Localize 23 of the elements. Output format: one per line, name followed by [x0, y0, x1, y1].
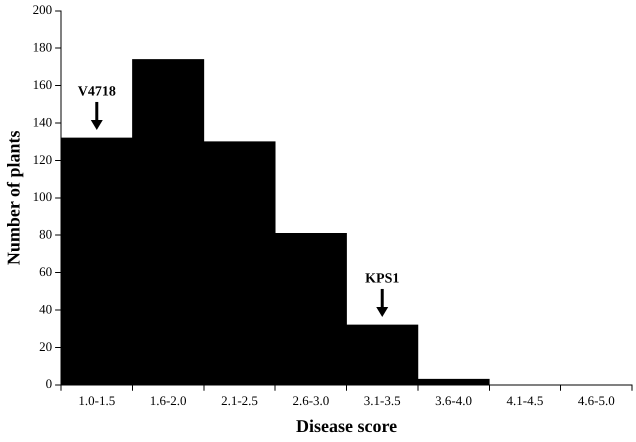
x-tick-label: 4.6-5.0 — [578, 393, 615, 408]
x-tick-label: 3.6-4.0 — [435, 393, 472, 408]
annotation: KPS1 — [365, 272, 400, 287]
y-tick-label: 40 — [39, 301, 52, 316]
x-tick-label: 4.1-4.5 — [506, 393, 544, 408]
y-tick-label: 160 — [32, 77, 52, 92]
y-tick-label: 200 — [32, 2, 52, 18]
y-tick-label: 0 — [46, 376, 52, 392]
x-axis-title: Disease score — [296, 416, 398, 436]
y-tick-label: 80 — [39, 226, 52, 242]
y-tick-label: 20 — [39, 338, 52, 354]
x-tick-label: 1.6-2.0 — [150, 393, 187, 408]
x-tick-label: 2.6-3.0 — [292, 393, 330, 408]
y-axis-title: Number of plants — [3, 130, 24, 266]
annotation: V4718 — [78, 84, 116, 100]
x-tick-label: 1.0-1.5 — [78, 393, 116, 408]
y-tick-label: 100 — [32, 189, 52, 204]
x-tick-label: 3.1-3.5 — [364, 393, 401, 408]
y-tick-label: 140 — [32, 114, 52, 130]
y-tick-label: 120 — [32, 152, 52, 167]
y-tick-label: 180 — [32, 40, 52, 55]
x-tick-label: 2.1-2.5 — [221, 393, 258, 408]
y-tick-label: 60 — [39, 264, 52, 280]
